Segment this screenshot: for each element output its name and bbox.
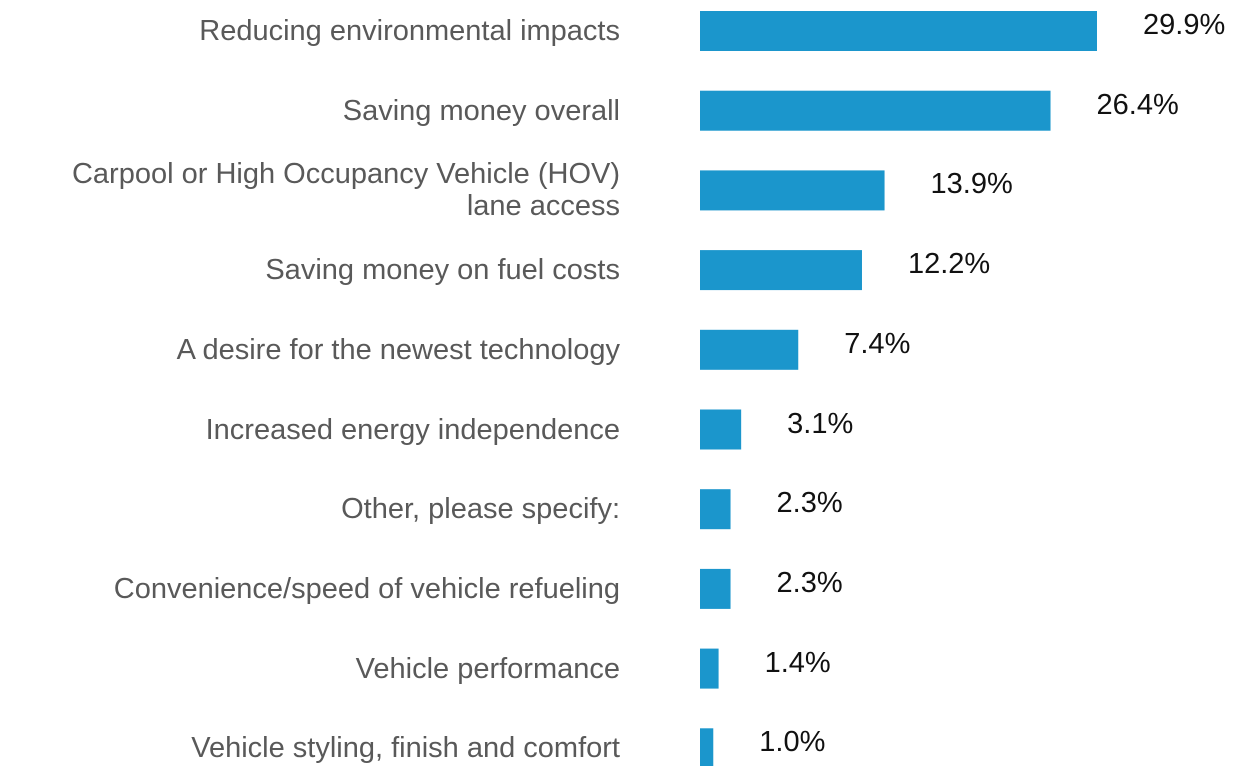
bar [700, 329, 799, 370]
category-label: Increased energy independence [205, 413, 620, 446]
value-label: 1.4% [764, 646, 831, 679]
value-label: 3.1% [787, 407, 854, 440]
category-label: Saving money overall [342, 94, 620, 127]
bar [700, 90, 1051, 131]
category-label: Vehicle styling, finish and comfort [191, 732, 620, 765]
value-label: 2.3% [776, 487, 843, 520]
value-label: 26.4% [1096, 88, 1179, 121]
bar [700, 648, 719, 689]
category-label: Other, please specify: [341, 493, 620, 526]
category-label: Convenience/speed of vehicle refueling [113, 572, 620, 605]
category-label: A desire for the newest technology [176, 333, 620, 366]
bar [700, 170, 885, 211]
value-label: 12.2% [907, 248, 991, 281]
category-label: Reducing environmental impacts [199, 15, 620, 47]
value-label: 2.3% [776, 566, 843, 599]
category-label: Carpool or High Occupancy Vehicle (HOV) … [71, 158, 620, 223]
value-label: 7.4% [844, 327, 911, 360]
bar [700, 409, 742, 450]
bar [700, 250, 862, 291]
value-label: 29.9% [1143, 9, 1226, 41]
value-label: 1.0% [759, 726, 826, 759]
category-label: Saving money on fuel costs [265, 254, 620, 287]
value-label: 13.9% [930, 168, 1013, 201]
bar [700, 11, 1097, 51]
category-label: Vehicle performance [355, 652, 620, 685]
bar [700, 728, 714, 766]
bar [700, 568, 731, 609]
bar [700, 489, 731, 530]
